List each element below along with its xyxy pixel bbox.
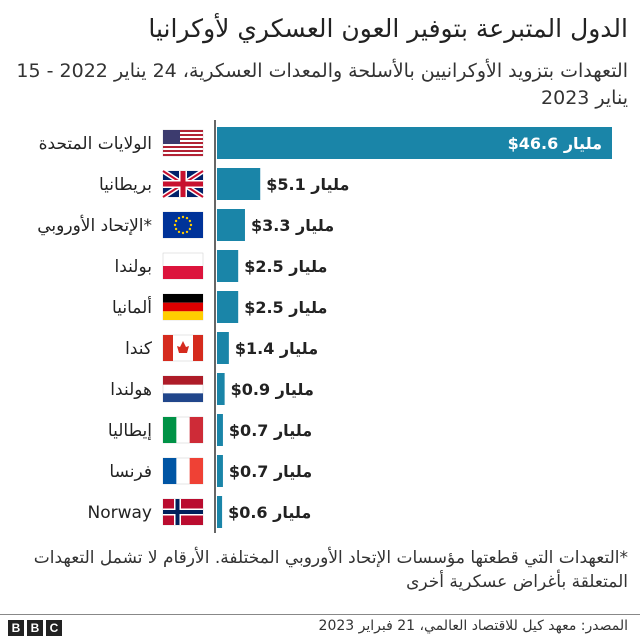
bar-row: $0.7 مليار فرنسا — [109, 455, 312, 487]
bar — [217, 209, 245, 241]
value-label: $0.6 مليار — [228, 503, 311, 522]
canada-flag-icon — [162, 334, 204, 362]
category-label: الإتحاد الأوروبي* — [37, 215, 152, 236]
netherlands-flag-icon — [162, 375, 204, 403]
value-label: $0.7 مليار — [229, 462, 312, 481]
bar — [217, 168, 261, 200]
bar — [217, 291, 239, 323]
bar-row: $2.5 مليار ألمانيا — [112, 291, 327, 323]
source-text: المصدر: معهد كيل للاقتصاد العالمي، 21 فب… — [318, 618, 628, 634]
norway-flag-icon — [162, 498, 204, 526]
eu-flag-icon — [162, 211, 204, 239]
bar — [217, 373, 225, 405]
chart-title: الدول المتبرعة بتوفير العون العسكري لأوك… — [148, 14, 628, 43]
bar — [217, 496, 223, 528]
bar — [217, 332, 229, 364]
value-label: $3.3 مليار — [251, 216, 334, 235]
bar-row: $5.1 مليار بريطانيا — [99, 168, 349, 200]
category-label: ألمانيا — [112, 296, 152, 318]
divider — [0, 614, 640, 615]
bar-row: $0.9 مليار هولندا — [110, 373, 314, 405]
bar — [217, 127, 612, 159]
bar-chart: $46.6 مليار الولايات المتحدة $5.1 مليار بري… — [37, 120, 612, 533]
value-label: $1.4 مليار — [235, 339, 318, 358]
value-label: $5.1 مليار — [266, 175, 349, 194]
bar-row: $0.6 مليار Norway — [88, 496, 311, 528]
us-flag-icon — [162, 129, 204, 157]
bar — [217, 250, 239, 282]
bar — [217, 455, 223, 487]
bar-row: $46.6 مليار الولايات المتحدة — [39, 127, 612, 159]
chart-subtitle: التعهدات بتزويد الأوكرانيين بالأسلحة وال… — [16, 60, 628, 109]
uk-flag-icon — [161, 168, 205, 200]
value-label: $46.6 مليار — [508, 134, 602, 153]
category-label: كندا — [125, 339, 153, 359]
category-label: بولندا — [115, 257, 152, 277]
category-label: هولندا — [110, 380, 152, 400]
bar — [217, 414, 223, 446]
category-label: الولايات المتحدة — [39, 134, 152, 154]
footnote: *التعهدات التي قطعتها مؤسسات الإتحاد الأ… — [33, 548, 628, 592]
bar-row: $3.3 مليار الإتحاد الأوروبي* — [37, 209, 334, 241]
bar-row: $2.5 مليار بولندا — [115, 250, 327, 282]
poland-flag-icon — [162, 252, 204, 280]
category-label: فرنسا — [109, 462, 152, 482]
bar-row: $0.7 مليار إيطاليا — [108, 414, 312, 446]
france-flag-icon — [162, 457, 204, 485]
category-label: بريطانيا — [99, 175, 152, 195]
value-label: $0.7 مليار — [229, 421, 312, 440]
category-label: إيطاليا — [108, 421, 152, 441]
italy-flag-icon — [162, 416, 204, 444]
value-label: $2.5 مليار — [244, 298, 327, 317]
germany-flag-icon — [162, 293, 204, 321]
value-label: $2.5 مليار — [244, 257, 327, 276]
category-label: Norway — [88, 503, 153, 523]
value-label: $0.9 مليار — [231, 380, 314, 399]
bar-row: $1.4 مليار كندا — [125, 332, 318, 364]
